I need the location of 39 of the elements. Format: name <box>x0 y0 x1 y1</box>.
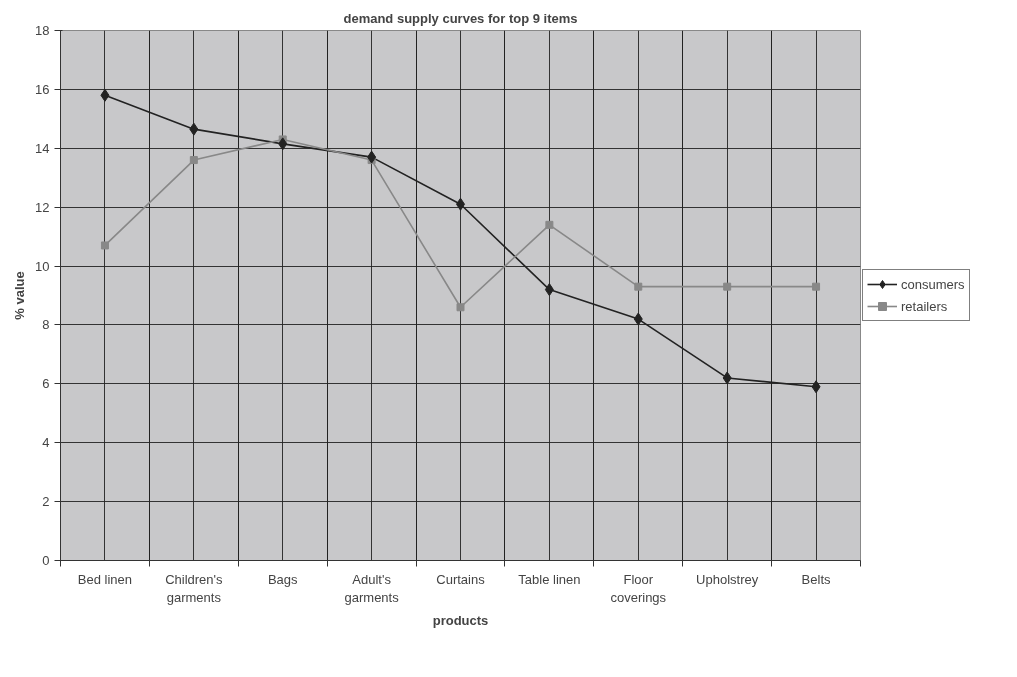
point <box>812 282 821 291</box>
y-tick-label: 2 <box>42 494 50 510</box>
point <box>544 283 554 297</box>
point <box>456 303 465 312</box>
point <box>811 380 821 394</box>
legend-label: consumers <box>901 276 965 292</box>
x-tick-label: Upholstrey <box>696 571 759 587</box>
x-tick-label: Curtains <box>436 571 486 587</box>
x-tick-label: Children's garments <box>165 571 224 605</box>
point <box>189 156 198 165</box>
point <box>634 282 643 291</box>
point <box>100 241 109 250</box>
x-axis-title: products <box>432 612 489 628</box>
y-tick-label: 0 <box>42 553 50 568</box>
y-tick-label: 18 <box>35 23 50 38</box>
point <box>100 88 110 102</box>
point <box>278 137 288 151</box>
x-tick-label: Bed linen <box>77 571 133 587</box>
y-tick-label: 12 <box>35 199 50 215</box>
point <box>723 282 732 291</box>
x-tick-label: Bags <box>267 571 299 587</box>
x-tick-label: Adult's garments <box>344 571 400 605</box>
y-tick-label: 16 <box>35 81 50 97</box>
x-tick-label: Floor coverings <box>610 571 667 605</box>
point <box>545 220 554 229</box>
y-tick-label: 14 <box>35 140 50 156</box>
y-axis-title: % value <box>12 271 28 320</box>
chart-title: demand supply curves for top 9 items <box>343 10 578 26</box>
x-tick-label: Belts <box>801 571 832 587</box>
point <box>189 122 199 136</box>
x-tick-label: Table linen <box>518 571 581 587</box>
point <box>633 312 643 326</box>
point <box>722 371 732 385</box>
y-tick-label: 4 <box>42 435 50 451</box>
legend-label: retailers <box>901 298 948 314</box>
y-tick-label: 6 <box>42 376 50 392</box>
y-tick-label: 8 <box>42 317 50 333</box>
point <box>367 150 377 164</box>
y-tick-label: 10 <box>35 258 50 274</box>
